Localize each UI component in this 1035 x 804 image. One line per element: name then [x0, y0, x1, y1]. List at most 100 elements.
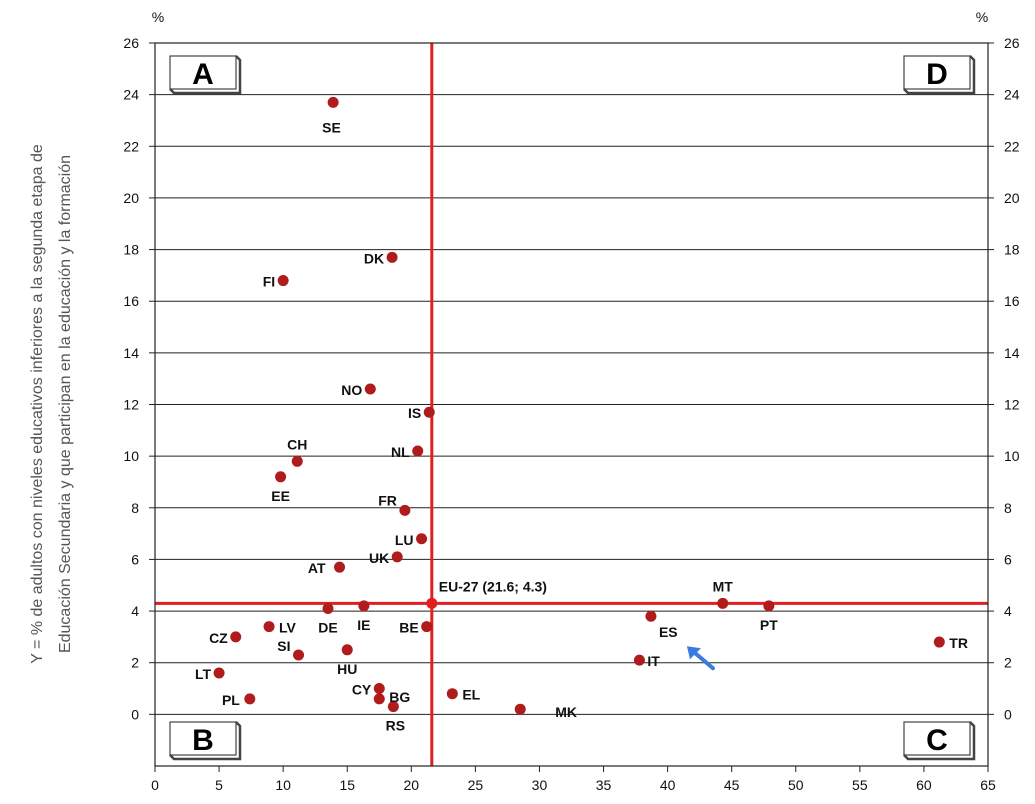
data-point-be: [421, 621, 433, 633]
data-point-es: [645, 610, 657, 622]
y-tick-label-left: 18: [123, 242, 139, 258]
point-label-si: SI: [277, 638, 290, 654]
data-point-is: [423, 406, 435, 418]
y-tick-label-left: 10: [123, 448, 139, 464]
y-tick-label-left: 24: [123, 87, 139, 103]
y-tick-label-right: 0: [1004, 706, 1012, 722]
gridlines: [155, 42, 988, 715]
y-tick-label-right: 22: [1004, 138, 1020, 154]
annotations: EU-27 (21.6; 4.3): [426, 578, 715, 671]
x-tick-label: 30: [532, 777, 548, 793]
point-label-mk: MK: [555, 704, 577, 720]
quadrant-label-c: C: [903, 721, 976, 761]
data-point-bg: [373, 693, 385, 705]
y-tick-label-left: 0: [131, 706, 139, 722]
point-label-el: EL: [462, 687, 480, 703]
point-label-dk: DK: [364, 250, 384, 266]
arrow-shaft: [690, 649, 715, 671]
point-label-mt: MT: [713, 578, 734, 594]
data-point-ie: [358, 600, 370, 612]
data-point-rs: [387, 701, 399, 713]
point-label-pl: PL: [222, 692, 240, 708]
x-tick-label: 25: [468, 777, 484, 793]
x-tick-label: 35: [596, 777, 612, 793]
y-tick-label-left: 8: [131, 500, 139, 516]
y-tick-label-right: 8: [1004, 500, 1012, 516]
data-points: [213, 96, 945, 715]
y-tick-label-left: 4: [131, 603, 139, 619]
point-label-lv: LV: [279, 620, 297, 636]
y-tick-label-left: 12: [123, 397, 139, 413]
point-labels: SE DK FI NO IS NL CH EE FR LU UK AT DE IE BE LV CZ SI HU LT…: [195, 119, 968, 733]
data-point-se: [327, 96, 339, 108]
y-axis-title-line: Educación Secundaria y que participan en…: [57, 155, 74, 653]
y-tick-label-right: 18: [1004, 242, 1020, 258]
point-label-fi: FI: [263, 274, 275, 290]
quadrant-labels: A B C D: [169, 55, 976, 761]
x-tick-label: 5: [215, 777, 223, 793]
point-label-lu: LU: [395, 532, 414, 548]
y-tick-label-left: 2: [131, 655, 139, 671]
x-tick-label: 55: [852, 777, 868, 793]
quadrant-box: [169, 721, 237, 756]
point-label-ee: EE: [271, 488, 290, 504]
data-point-fr: [399, 504, 411, 516]
x-tick-label: 50: [788, 777, 804, 793]
reference-lines: [155, 43, 988, 766]
point-label-lt: LT: [195, 666, 212, 682]
reference-label: EU-27 (21.6; 4.3): [439, 578, 547, 594]
quadrant-letter: C: [926, 724, 948, 757]
quadrant-label-b: B: [169, 721, 242, 761]
quadrant-letter: A: [192, 58, 214, 91]
point-label-es: ES: [659, 624, 678, 640]
x-tick-label: 60: [916, 777, 932, 793]
point-label-it: IT: [647, 653, 660, 669]
x-tick-label: 40: [660, 777, 676, 793]
quadrant-letter: D: [926, 58, 948, 91]
point-label-fr: FR: [378, 492, 397, 508]
y-tick-label-left: 16: [123, 293, 139, 309]
point-label-uk: UK: [369, 550, 389, 566]
highlight-arrow-icon: [686, 646, 715, 671]
y-tick-label-right: 2: [1004, 655, 1012, 671]
data-point-lt: [213, 667, 225, 679]
quadrant-letter: B: [192, 724, 214, 757]
point-label-ch: CH: [287, 436, 307, 452]
quadrant-box-shadow: [169, 55, 242, 95]
axes: 0 5 10 15 20 25 30 35 40 45 50 55 60 650 02 24 46 68 810 10…: [29, 9, 1020, 793]
reference-point: [426, 597, 438, 609]
point-label-rs: RS: [386, 718, 405, 734]
y-tick-label-right: 12: [1004, 397, 1020, 413]
y-tick-label-right: 20: [1004, 190, 1020, 206]
data-point-cz: [230, 631, 242, 643]
point-label-ie: IE: [357, 617, 370, 633]
y-tick-label-right: 14: [1004, 345, 1020, 361]
y-tick-label-left: 26: [123, 35, 139, 51]
data-point-ee: [275, 471, 287, 483]
x-tick-label: 20: [404, 777, 420, 793]
data-point-pt: [763, 600, 775, 612]
y-tick-label-right: 4: [1004, 603, 1012, 619]
y-tick-label-left: 22: [123, 138, 139, 154]
quadrant-box-shadow: [903, 55, 976, 95]
arrow-head: [686, 646, 701, 660]
data-point-pl: [244, 693, 256, 705]
data-point-hu: [341, 644, 353, 656]
data-point-it: [633, 654, 645, 666]
x-tick-label: 65: [980, 777, 996, 793]
y-tick-label-left: 14: [123, 345, 139, 361]
y-unit-left: %: [152, 9, 164, 25]
data-point-fi: [277, 275, 289, 287]
point-label-nl: NL: [391, 444, 410, 460]
point-label-cz: CZ: [209, 630, 228, 646]
point-label-pt: PT: [760, 617, 778, 633]
quadrant-box-shadow: [903, 721, 976, 761]
data-point-lv: [263, 621, 275, 633]
data-point-lu: [416, 533, 428, 545]
data-point-dk: [386, 251, 398, 263]
data-point-el: [446, 688, 458, 700]
data-point-uk: [391, 551, 403, 563]
data-point-no: [364, 383, 376, 395]
point-label-tr: TR: [949, 635, 968, 651]
